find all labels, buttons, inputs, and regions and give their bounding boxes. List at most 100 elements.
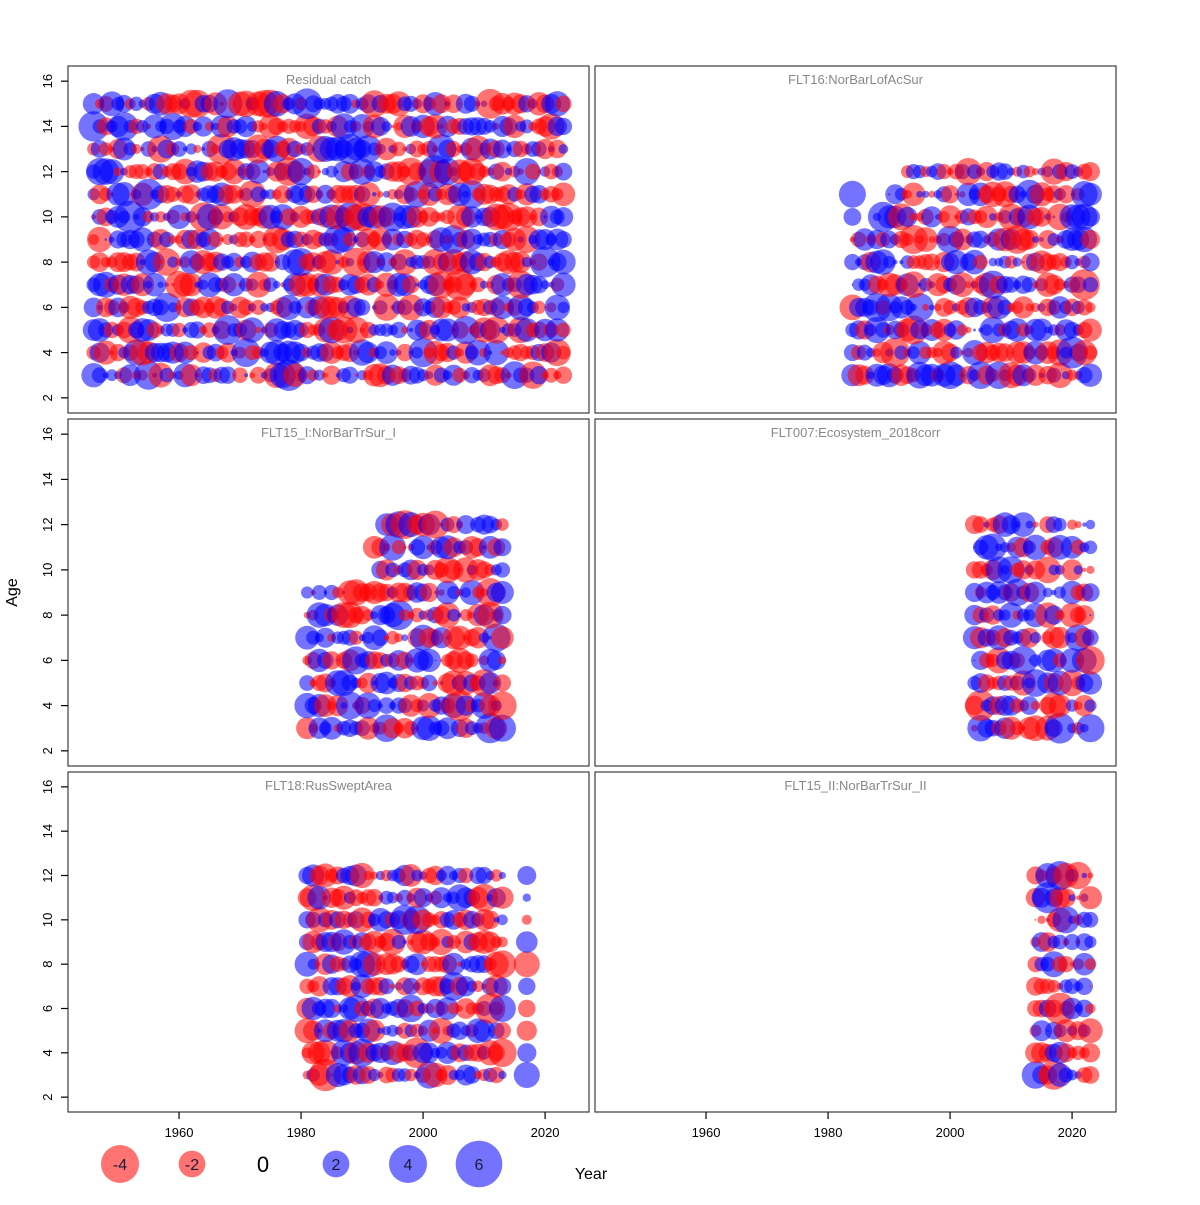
y-tick-label: 14	[40, 119, 55, 133]
bubble	[331, 885, 356, 910]
x-axis-label: Year	[575, 1166, 608, 1183]
bubble	[91, 367, 108, 384]
bubble	[342, 232, 357, 247]
bubble	[1082, 567, 1087, 573]
bubble	[998, 602, 1024, 628]
bubble	[348, 630, 364, 645]
bubble	[452, 367, 468, 383]
bubble	[263, 277, 278, 293]
bubble	[428, 1017, 455, 1044]
bubble	[1082, 277, 1099, 293]
bubble	[159, 367, 175, 383]
bubble	[413, 888, 433, 908]
y-tick-label: 16	[40, 427, 55, 441]
bubble	[401, 634, 409, 642]
bubble	[554, 162, 573, 181]
panel-title-residual-catch: Residual catch	[286, 72, 371, 87]
bubble	[498, 871, 506, 880]
bubble	[936, 164, 952, 180]
panel-border	[594, 418, 1117, 767]
bubble	[1078, 1018, 1103, 1044]
panel-bubbles	[78, 88, 576, 392]
bubble	[378, 697, 395, 714]
panel-border	[594, 771, 1117, 1113]
bubble	[1074, 605, 1095, 626]
bubble	[486, 650, 506, 671]
bubble	[142, 114, 167, 139]
bubble	[376, 252, 397, 272]
bubble	[255, 326, 262, 334]
panel-border	[67, 771, 590, 1113]
bubble	[129, 96, 144, 112]
bubble	[554, 117, 573, 136]
bubble	[152, 292, 182, 322]
bubble	[315, 627, 336, 648]
bubble	[1067, 519, 1078, 530]
bubble	[1032, 236, 1039, 243]
bubble	[1044, 605, 1064, 625]
bubble	[402, 940, 407, 944]
bubble	[404, 1068, 418, 1082]
bubble	[1078, 671, 1103, 695]
panel-bubbles	[962, 512, 1105, 744]
bubble	[432, 680, 439, 686]
x-tick-label: 1960	[692, 1125, 721, 1140]
bubble	[1082, 911, 1099, 928]
bubble	[367, 306, 370, 309]
panel-bubbles	[294, 510, 517, 744]
y-tick-label: 16	[40, 780, 55, 794]
bubble	[928, 236, 936, 243]
bubble	[472, 1019, 496, 1042]
legend-label: -2	[185, 1157, 199, 1174]
bubble	[965, 326, 972, 334]
bubble	[522, 893, 531, 902]
bubble	[502, 114, 527, 139]
panel-flt15-i-norbartrsur-i: FLT15_I:NorBarTrSur_I 2 4 6 8 10 12 14 16	[40, 418, 590, 767]
bubble	[1085, 302, 1096, 313]
bubble	[372, 629, 389, 647]
bubble	[391, 540, 406, 555]
y-tick-label: 2	[40, 747, 55, 754]
bubble	[1054, 278, 1066, 291]
bubble	[188, 321, 206, 339]
bubble-size-legend: -4 -2 0 2 4 6	[101, 1140, 503, 1188]
bubble	[532, 300, 546, 314]
bubble	[490, 581, 514, 604]
bubble	[513, 1062, 540, 1088]
bubble	[951, 228, 974, 251]
bubble	[557, 301, 570, 314]
bubble	[922, 190, 930, 198]
bubble	[1029, 632, 1042, 644]
panel-flt15-ii-norbartrsur-ii: FLT15_II:NorBarTrSur_II 1960 1980 2000 2020	[594, 771, 1117, 1140]
bubble	[1021, 277, 1038, 293]
bubble	[377, 191, 384, 198]
bubble	[167, 256, 179, 268]
bubble	[1023, 165, 1036, 178]
bubble	[1064, 254, 1080, 270]
bubble	[301, 586, 314, 599]
bubble	[306, 164, 321, 179]
bubble	[386, 1024, 399, 1037]
bubble	[480, 910, 500, 930]
bubble	[1047, 233, 1061, 246]
legend-label: 6	[475, 1157, 484, 1174]
legend-label: 2	[332, 1157, 341, 1174]
bubble	[838, 180, 866, 208]
bubble	[159, 231, 175, 248]
panel-flt16-norbarlofacsur: FLT16:NorBarLofAcSur	[594, 65, 1117, 414]
bubble	[224, 184, 244, 204]
y-tick-label: 12	[40, 517, 55, 531]
bubble	[317, 169, 322, 174]
bubble	[311, 585, 327, 600]
bubble	[1081, 583, 1100, 602]
bubble	[1030, 700, 1041, 711]
bubble	[1052, 934, 1068, 950]
bubble	[287, 157, 315, 186]
bubble	[496, 518, 509, 531]
x-tick-label: 2000	[409, 1125, 438, 1140]
bubble	[349, 862, 375, 889]
bubble	[916, 190, 923, 198]
bubble	[130, 227, 155, 252]
bubble	[372, 192, 377, 197]
